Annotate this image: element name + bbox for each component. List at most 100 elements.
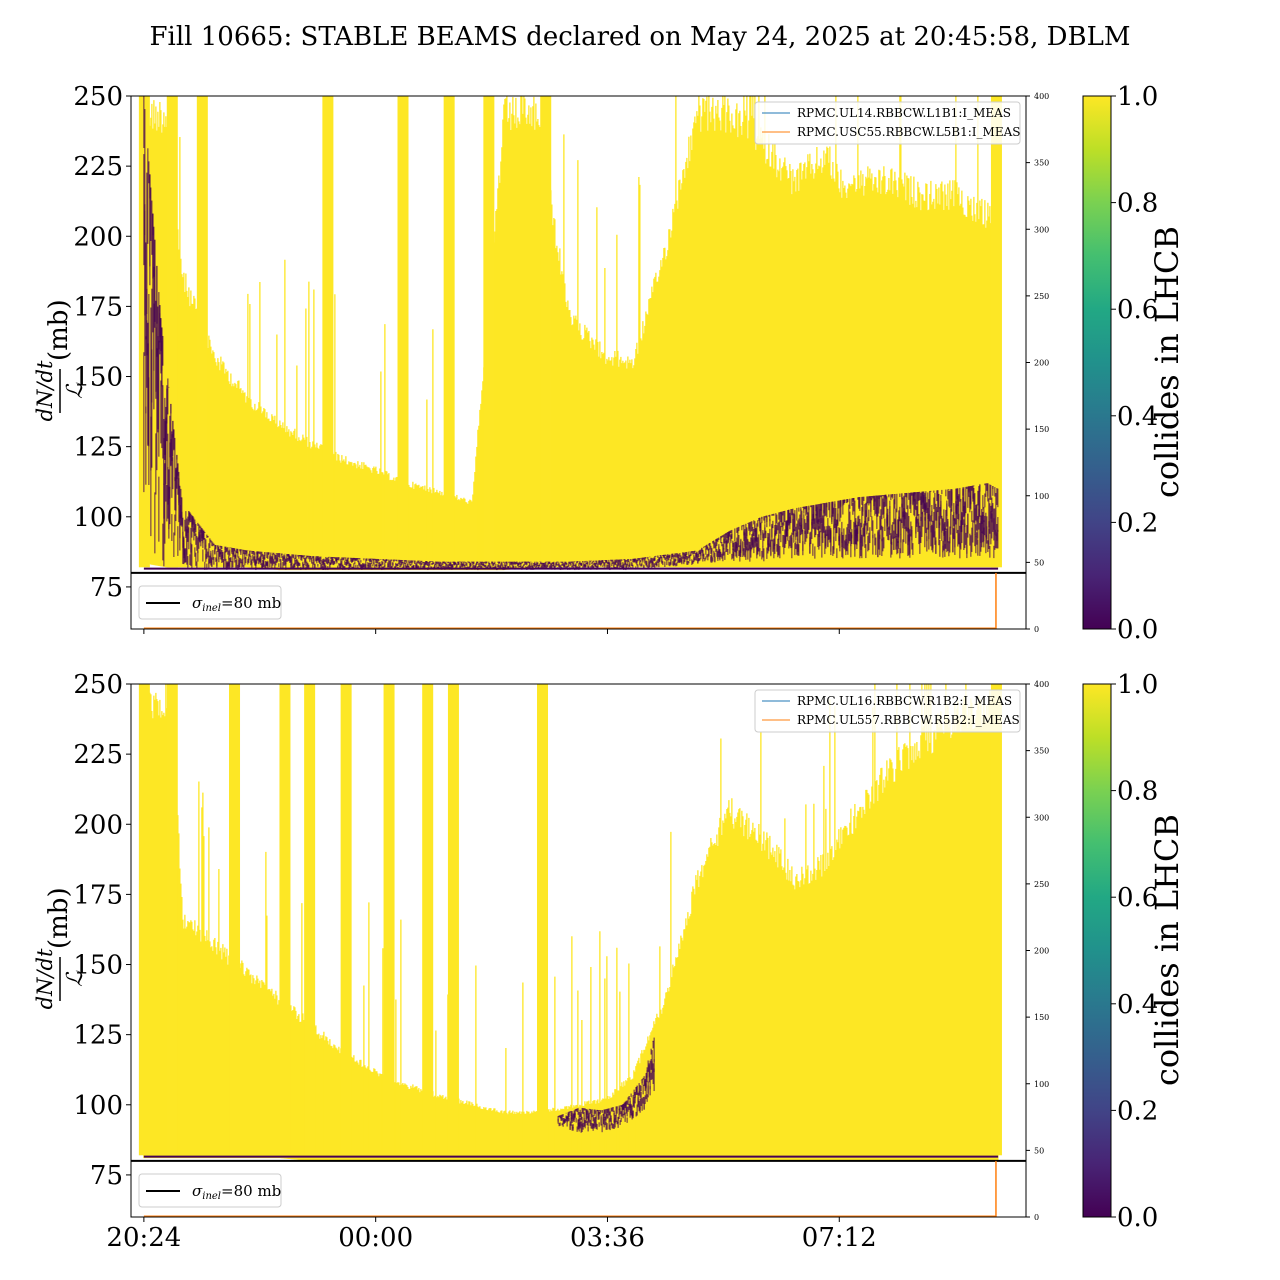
right-y-tick-label: 350 xyxy=(1034,747,1049,756)
right-y-tick-label: 300 xyxy=(1034,225,1049,234)
yellow-spike xyxy=(483,96,495,568)
right-y-tick-label: 250 xyxy=(1034,292,1049,301)
yellow-band xyxy=(143,96,999,571)
right-y-tick-label: 50 xyxy=(1034,1146,1044,1155)
y-tick-label: 100 xyxy=(73,503,123,533)
right-y-tick-label: 400 xyxy=(1034,680,1049,689)
right-y-tick-label: 150 xyxy=(1034,1013,1049,1022)
x-tick-label: 07:12 xyxy=(802,1223,877,1253)
y-tick-label: 125 xyxy=(73,1021,123,1051)
yellow-spike xyxy=(304,684,316,1156)
current-legend: RPMC.UL16.RBBCW.R1B2:I_MEAS RPMC.UL557.RB… xyxy=(754,689,1021,733)
right-y-tick-label: 0 xyxy=(1034,1213,1039,1222)
colorbar-tick-label: 0.4 xyxy=(1117,990,1158,1020)
bottom-panel: 75 100 125 150 175 200 225 250 0 50 100 150 200 250 30… xyxy=(33,670,1186,1253)
colorbar-tick-label: 1.0 xyxy=(1117,82,1158,112)
y-label-denominator: ℒ xyxy=(63,970,88,987)
y-tick-label: 75 xyxy=(90,1161,123,1191)
y-tick-label: 200 xyxy=(73,222,123,252)
right-y-tick-label: 300 xyxy=(1034,813,1049,822)
yellow-spike xyxy=(196,96,208,568)
y-tick-label: 125 xyxy=(73,433,123,463)
colorbar-label: collides in LHCB xyxy=(1148,814,1186,1086)
colorbar-gradient xyxy=(1082,683,1112,1218)
legend-box xyxy=(138,1173,282,1208)
y-tick-label: 225 xyxy=(73,740,123,770)
plot-area xyxy=(138,96,1002,571)
colorbar-tick-label: 0.0 xyxy=(1117,615,1158,645)
colorbar-tick-label: 0.0 xyxy=(1117,1203,1158,1233)
yellow-spike xyxy=(383,684,395,1156)
legend-entry: RPMC.UL557.RBBCW.R5B2:I_MEAS xyxy=(797,713,1020,727)
y-tick-label: 150 xyxy=(73,951,123,981)
right-y-tick-label: 0 xyxy=(1034,625,1039,634)
colorbar-tick-label: 0.4 xyxy=(1117,402,1158,432)
colorbar-tick-label: 0.2 xyxy=(1117,508,1158,538)
legend-entry: RPMC.UL14.RBBCW.L1B1:I_MEAS xyxy=(797,106,1011,120)
top-panel: 75 100 125 150 175 200 225 250 0 50 100 150 200 250 30… xyxy=(33,82,1186,645)
x-tick-label: 00:00 xyxy=(338,1223,413,1253)
y-tick-label: 200 xyxy=(73,810,123,840)
sigma-legend: σinel=80 mb xyxy=(138,585,282,620)
yellow-spike xyxy=(340,684,352,1156)
right-y-tick-label: 350 xyxy=(1034,159,1049,168)
colorbar-label: collides in LHCB xyxy=(1148,226,1186,498)
right-y-tick-label: 200 xyxy=(1034,359,1049,368)
yellow-spike xyxy=(229,684,241,1156)
yellow-spike xyxy=(990,684,1002,1156)
yellow-spike xyxy=(322,96,334,568)
y-tick-label: 250 xyxy=(73,670,123,700)
legend-entry: σinel=80 mb xyxy=(192,594,281,614)
legend-entry: RPMC.UL16.RBBCW.R1B2:I_MEAS xyxy=(797,694,1012,708)
yellow-spike xyxy=(537,684,549,1156)
sigma-legend: σinel=80 mb xyxy=(138,1173,282,1208)
legend-box xyxy=(754,689,1021,733)
colorbar-tick-label: 1.0 xyxy=(1117,670,1158,700)
right-y-tick-label: 400 xyxy=(1034,92,1049,101)
y-axis-label: dN/dt ℒ (mb) xyxy=(33,299,88,421)
right-y-tick-label: 100 xyxy=(1034,492,1049,501)
yellow-spike xyxy=(138,684,150,1156)
current-legend: RPMC.UL14.RBBCW.L1B1:I_MEAS RPMC.USC55.RB… xyxy=(754,101,1021,145)
right-y-tick-label: 200 xyxy=(1034,947,1049,956)
yellow-spike xyxy=(540,96,552,568)
colorbar-tick-label: 0.6 xyxy=(1117,295,1158,325)
x-tick-label: 03:36 xyxy=(570,1223,645,1253)
yellow-spike xyxy=(279,684,291,1156)
yellow-spike xyxy=(166,684,178,1156)
right-y-tick-label: 250 xyxy=(1034,880,1049,889)
yellow-spike xyxy=(422,684,434,1156)
y-label-unit: (mb) xyxy=(44,887,74,949)
yellow-spike xyxy=(443,96,455,568)
y-tick-label: 75 xyxy=(90,573,123,603)
purple-band xyxy=(557,1037,655,1133)
y-label-unit: (mb) xyxy=(44,299,74,361)
right-y-tick-label: 50 xyxy=(1034,558,1044,567)
y-label-denominator: ℒ xyxy=(63,382,88,399)
colorbar-tick-label: 0.6 xyxy=(1117,883,1158,913)
y-label-numerator: dN/dt xyxy=(33,948,57,1009)
legend-box xyxy=(138,585,282,620)
yellow-spike xyxy=(397,96,409,568)
y-tick-label: 225 xyxy=(73,152,123,182)
colorbar-gradient xyxy=(1082,95,1112,630)
colorbar: 0.0 0.2 0.4 0.6 0.8 1.0 collides in LHCB xyxy=(1082,82,1186,645)
colorbar-tick-label: 0.8 xyxy=(1117,777,1158,807)
y-tick-label: 175 xyxy=(73,292,123,322)
legend-entry: RPMC.USC55.RBBCW.L5B1:I_MEAS xyxy=(797,125,1020,139)
legend-box xyxy=(754,101,1021,145)
y-label-numerator: dN/dt xyxy=(33,360,57,421)
right-y-tick-label: 150 xyxy=(1034,425,1049,434)
yellow-spike xyxy=(166,96,178,568)
colorbar-tick-label: 0.2 xyxy=(1117,1096,1158,1126)
plot-area xyxy=(138,684,1002,1161)
colorbar-tick-label: 0.8 xyxy=(1117,189,1158,219)
y-tick-label: 150 xyxy=(73,363,123,393)
yellow-spike xyxy=(447,684,459,1156)
x-tick-label: 20:24 xyxy=(106,1223,181,1253)
yellow-band xyxy=(143,684,999,1161)
legend-entry: σinel=80 mb xyxy=(192,1182,281,1202)
y-tick-label: 175 xyxy=(73,880,123,910)
colorbar: 0.0 0.2 0.4 0.6 0.8 1.0 collides in LHCB xyxy=(1082,670,1186,1233)
